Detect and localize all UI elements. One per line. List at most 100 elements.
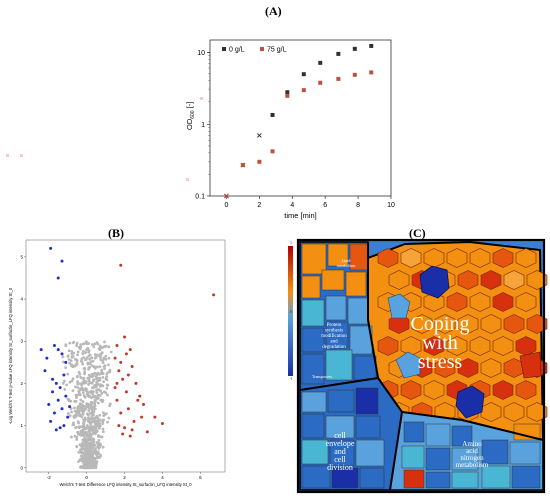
faded-marker: [6, 154, 9, 157]
background-point: [90, 449, 93, 452]
background-point: [91, 386, 94, 390]
background-point: [71, 389, 75, 393]
background-point: [94, 432, 97, 436]
background-point: [102, 380, 106, 384]
background-point: [87, 366, 91, 370]
significant-point: [130, 428, 134, 432]
significant-point: [45, 356, 49, 360]
protein-synthesis-label: modification: [321, 334, 347, 339]
background-point: [66, 372, 70, 376]
background-point: [66, 354, 70, 358]
background-point: [84, 340, 88, 344]
background-point: [101, 420, 105, 424]
amino-cell: [425, 471, 451, 489]
background-point: [96, 401, 100, 405]
background-point: [71, 377, 75, 381]
significant-point: [56, 348, 60, 352]
background-point: [74, 396, 78, 400]
data-point: [318, 60, 323, 65]
significant-point: [123, 335, 127, 339]
background-point: [81, 391, 85, 395]
background-point: [76, 350, 80, 354]
background-point: [75, 375, 79, 379]
background-point: [91, 428, 95, 432]
background-point: [97, 452, 101, 456]
background-point: [67, 358, 71, 361]
background-point: [88, 357, 92, 361]
background-point: [100, 351, 104, 355]
protein-cell: [325, 349, 353, 381]
y-tick-label: 10: [197, 50, 205, 57]
significant-point: [128, 434, 132, 438]
background-point: [93, 385, 97, 389]
significant-point: [51, 377, 55, 381]
background-point: [80, 386, 84, 390]
cell-envelope-label: cell: [334, 455, 346, 464]
background-point: [75, 358, 79, 362]
data-point: [224, 193, 229, 199]
background-point: [77, 370, 81, 374]
background-point: [89, 461, 93, 465]
stress-cell: [526, 314, 548, 334]
background-point: [94, 449, 97, 453]
background-point: [98, 413, 102, 417]
significant-point: [47, 403, 51, 407]
protein-synthesis-label: degradation: [322, 345, 346, 350]
significant-point: [43, 369, 47, 373]
background-point: [75, 445, 79, 448]
envelope-cell: [327, 389, 355, 413]
background-point: [97, 418, 101, 422]
background-point: [84, 407, 88, 411]
background-point: [101, 384, 105, 388]
background-point: [107, 363, 110, 367]
background-point: [94, 377, 98, 381]
background-point: [82, 394, 86, 397]
background-point: [85, 387, 88, 391]
background-point: [79, 430, 83, 433]
amino-acid-label: metabolism: [456, 461, 489, 469]
coping-with-stress-label: with: [422, 332, 458, 354]
faded-marker: [186, 178, 189, 181]
background-point: [66, 397, 70, 401]
background-point: [93, 371, 97, 375]
y-tick-label: 1: [20, 423, 23, 428]
background-point: [80, 360, 84, 364]
background-point: [91, 454, 94, 457]
data-point: [369, 70, 374, 75]
lipid-label: Lipid: [342, 258, 351, 263]
significant-point: [62, 373, 66, 377]
background-point: [77, 450, 81, 454]
background-point: [81, 342, 85, 346]
background-point: [90, 391, 94, 395]
background-point: [93, 404, 97, 408]
lipid-label: metabolism: [337, 263, 357, 268]
background-point: [64, 343, 68, 347]
y-axis-label: OD600 [-]: [185, 102, 196, 130]
background-point: [85, 466, 89, 470]
background-point: [74, 426, 78, 429]
x-tick-label: 2: [123, 475, 126, 480]
background-point: [74, 385, 77, 389]
background-point: [98, 384, 102, 388]
x-axis-label: time [min]: [284, 211, 317, 220]
background-point: [61, 355, 65, 359]
background-point: [75, 344, 79, 347]
background-point: [94, 452, 98, 455]
background-point: [68, 361, 72, 365]
y-tick-label: 0: [20, 465, 23, 470]
cell-envelope-label: and: [334, 447, 346, 456]
stress-cell: [526, 270, 548, 290]
stress-cell: [515, 380, 537, 400]
background-point: [93, 356, 97, 360]
background-point: [85, 454, 89, 458]
background-point: [88, 381, 92, 385]
data-point: [257, 159, 262, 164]
background-point: [79, 376, 83, 380]
background-point: [75, 438, 79, 441]
background-point: [88, 421, 92, 424]
significant-point: [128, 348, 132, 352]
envelope-cells: [301, 387, 385, 489]
background-point: [79, 398, 83, 402]
background-point: [66, 412, 70, 415]
